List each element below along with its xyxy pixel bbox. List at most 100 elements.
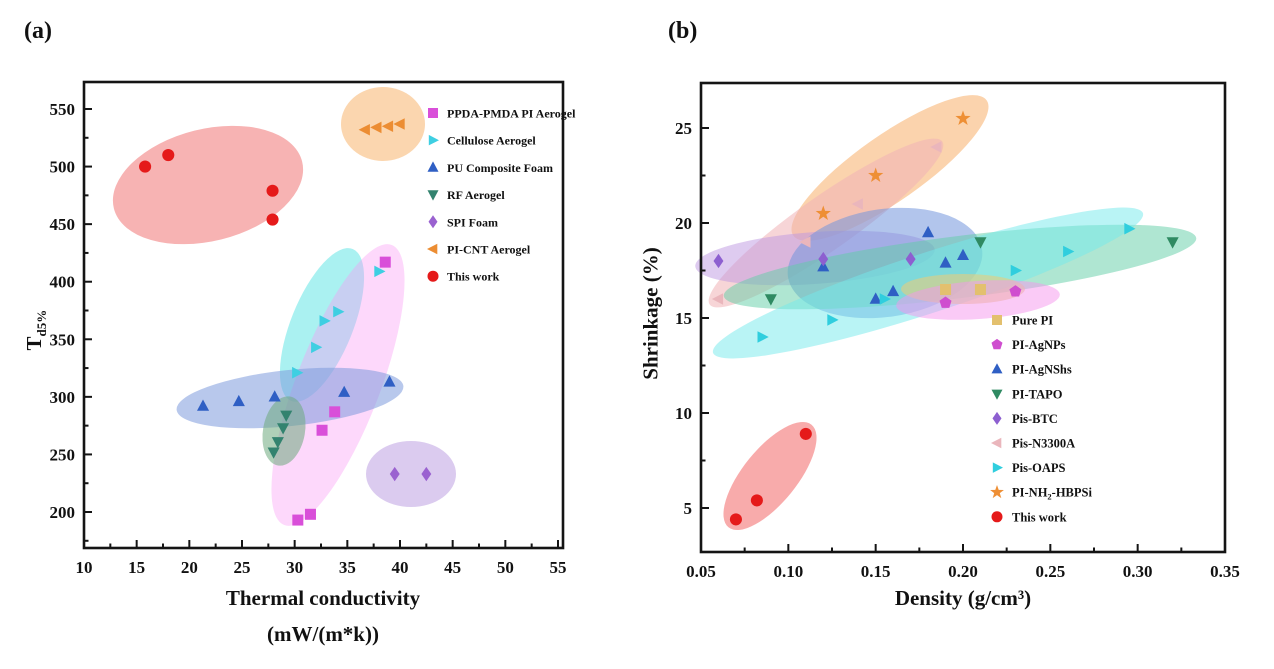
panel_b-series-pis-n3300a	[711, 141, 942, 305]
panel_b-series-this-work	[729, 427, 812, 526]
panel_b-x-tick-label: 0.15	[861, 562, 891, 581]
panel-a-xlabel-line1: Thermal conductivity	[225, 586, 421, 610]
panel_a-x-tick-label: 25	[234, 558, 251, 577]
panel_b-y-tick-label: 15	[675, 309, 692, 328]
panel_b-series-pis-btc	[713, 251, 916, 269]
marker-triangle-right	[374, 265, 386, 278]
panel_a-legend-item-rf-aerogel: RF Aerogel	[427, 188, 505, 202]
marker-triangle-down	[1166, 237, 1179, 249]
marker-diamond	[905, 251, 916, 267]
panel-b-ylabel: Shrinkage (%)	[638, 247, 663, 380]
marker-circle	[729, 513, 742, 526]
marker-square	[304, 508, 316, 520]
marker-star	[955, 110, 971, 125]
panel_a-y-tick-label: 500	[50, 158, 76, 177]
marker-triangle-down	[267, 447, 280, 459]
panel_a-x-tick-label: 10	[76, 558, 93, 577]
marker-triangle-left	[370, 121, 382, 134]
marker-diamond	[713, 253, 724, 269]
panel_b-x-tick-label: 0.20	[948, 562, 978, 581]
panel_a-legend-item-ppda-pmda-pi-aerogel: PPDA-PMDA PI Aerogel	[428, 107, 576, 121]
panel_b-x-tick-label: 0.30	[1123, 562, 1153, 581]
legend-label: PI-AgNPs	[1012, 338, 1066, 352]
panel_a-legend-item-cellulose-aerogel: Cellulose Aerogel	[428, 134, 536, 148]
panel_b-x-tick-label: 0.35	[1210, 562, 1240, 581]
legend-label: PI-AgNShs	[1012, 363, 1072, 377]
panel_a-x-tick-label: 50	[497, 558, 514, 577]
panel_a-x-tick-label: 30	[286, 558, 303, 577]
panel_a-x-tick-label: 45	[444, 558, 461, 577]
marker-triangle-right	[319, 315, 331, 327]
panel_b-y-tick-label: 25	[675, 119, 692, 138]
marker-triangle-right	[333, 305, 345, 318]
cluster-ellipse	[112, 125, 304, 245]
panel_a-series-this-work	[139, 149, 279, 226]
marker-star	[815, 205, 831, 220]
marker-circle	[799, 427, 812, 440]
marker-triangle-left	[851, 198, 863, 210]
panel_b-x-tick-label: 0.05	[686, 562, 716, 581]
marker-star	[990, 485, 1004, 499]
marker-triangle-up	[957, 248, 969, 260]
panel-a-ylabel-main: T	[21, 336, 46, 351]
marker-triangle-up	[268, 390, 281, 402]
marker-diamond	[428, 215, 438, 229]
panel_a-x-tick-label: 20	[181, 558, 198, 577]
panel_a-y-tick-label: 400	[50, 273, 76, 292]
marker-triangle-up	[338, 385, 351, 397]
panel_a-series-ppda-pmda-pi-aerogel	[292, 256, 391, 526]
panel_b-series-pi-agnps	[939, 285, 1022, 308]
marker-diamond	[992, 411, 1002, 425]
panel_b-legend-item-pi-agnshs: PI-AgNShs	[991, 363, 1072, 377]
marker-triangle-left	[991, 437, 1002, 449]
legend-label: Pis-OAPS	[1012, 461, 1066, 475]
panel_a-x-tick-label: 40	[392, 558, 409, 577]
panel_b-series-pure-pi	[940, 284, 986, 295]
panel_a-legend-item-spi-foam: SPI Foam	[428, 215, 498, 229]
panel_b-legend-item-pi-agnps: PI-AgNPs	[991, 338, 1066, 352]
marker-triangle-right	[992, 462, 1003, 473]
marker-triangle-up	[922, 225, 935, 238]
legend-label: PI-TAPO	[1012, 387, 1063, 401]
legend-label: This work	[1012, 510, 1067, 524]
marker-triangle-up	[383, 375, 396, 387]
panel_b-legend-item-pis-oaps: Pis-OAPS	[992, 461, 1066, 475]
panel_a-series-cellulose-aerogel	[292, 265, 386, 379]
legend-label: PU Composite Foam	[447, 161, 553, 175]
marker-circle	[139, 160, 152, 173]
marker-diamond	[421, 466, 432, 482]
panel_a-ticks	[83, 108, 559, 548]
panel-panel_b: 0.05 0.10 0.15 0.20 0.25 0.30 0.35 5 10 15 20 25 Pur…	[675, 81, 1240, 581]
marker-triangle-left	[427, 243, 438, 255]
panel_a-y-tick-label: 200	[50, 503, 76, 522]
marker-diamond	[818, 251, 829, 267]
marker-triangle-down	[271, 437, 284, 449]
marker-circle	[266, 213, 279, 226]
panel_b-legend-item-pure-pi: Pure PI	[992, 314, 1053, 328]
marker-star	[868, 167, 884, 182]
legend-label: Cellulose Aerogel	[447, 134, 536, 148]
panel_b-ticks	[700, 127, 1226, 552]
panel_b-legend: Pure PI PI-AgNPs PI-AgNShs PI-TAPO Pis-BTC Pi…	[990, 314, 1092, 524]
marker-triangle-up	[232, 394, 245, 407]
marker-triangle-right	[1063, 245, 1075, 258]
panel_a-series-rf-aerogel	[267, 410, 293, 459]
panel-a-tag: (a)	[24, 18, 52, 44]
marker-triangle-right	[1010, 264, 1022, 277]
panel_a-legend-item-pu-composite-foam: PU Composite Foam	[427, 161, 553, 175]
panel_a-series-spi-foam	[389, 466, 432, 482]
marker-triangle-right	[757, 331, 769, 343]
marker-triangle-left	[393, 118, 405, 130]
marker-square	[316, 424, 328, 436]
panel_b-legend-item-this-work: This work	[991, 510, 1067, 524]
marker-triangle-up	[427, 161, 439, 172]
marker-square	[940, 284, 952, 295]
marker-triangle-right	[311, 341, 323, 354]
panel-b-xlabel: Density (g/cm³)	[894, 586, 1032, 610]
marker-triangle-up	[197, 399, 210, 411]
panel_b-series-pi-nh-hbpsi	[815, 110, 971, 220]
legend-label: SPI Foam	[447, 215, 498, 229]
panel_b-cluster-ellipses	[695, 95, 1197, 531]
